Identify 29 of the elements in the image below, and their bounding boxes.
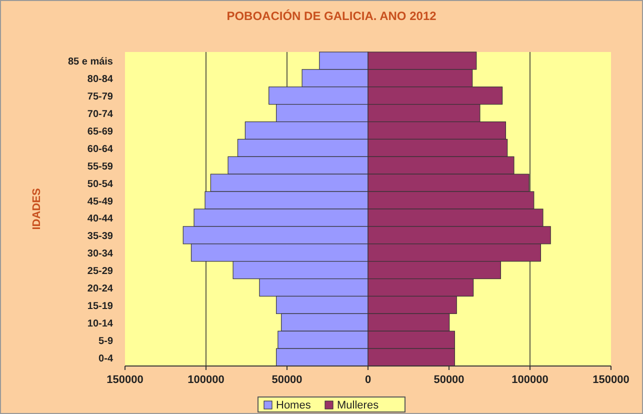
y-tick-label: 20-24 bbox=[87, 284, 114, 294]
y-tick-label: 80-84 bbox=[87, 74, 114, 86]
x-tick-label: 50000 bbox=[434, 374, 464, 386]
x-tick-label: 100000 bbox=[512, 374, 548, 386]
y-tick-label: 10-14 bbox=[87, 318, 114, 330]
chart-title: POBOACIÓN DE GALICIA. ANO 2012 bbox=[226, 9, 437, 23]
y-tick-label: 65-69 bbox=[87, 126, 114, 138]
y-tick-label: 70-74 bbox=[87, 109, 114, 120]
y-tick-label: 60-64 bbox=[87, 144, 114, 155]
x-tick-label: 0 bbox=[364, 374, 372, 386]
x-tick-label: 100000 bbox=[188, 374, 224, 386]
legend-label: Homes bbox=[276, 400, 312, 412]
y-tick-label: 35-39 bbox=[87, 231, 114, 242]
y-tick-label: 15-19 bbox=[87, 300, 114, 312]
y-tick-label: 55-59 bbox=[87, 161, 114, 172]
x-tick-label: 150000 bbox=[106, 374, 144, 386]
y-axis-title: IDADES bbox=[31, 188, 43, 230]
legend-label: Mulleres bbox=[337, 400, 380, 412]
y-tick-label: 75-79 bbox=[87, 92, 114, 103]
x-tick-label: 150000 bbox=[592, 374, 630, 386]
y-tick-label: 40-44 bbox=[87, 214, 114, 225]
y-tick-label: 5-9 bbox=[98, 336, 114, 347]
y-tick-label: 25-29 bbox=[87, 266, 114, 278]
y-tick-label: 50-54 bbox=[87, 178, 114, 190]
x-tick-label: 50000 bbox=[272, 374, 302, 386]
y-tick-label: 30-34 bbox=[87, 248, 114, 260]
y-tick-label: 0-4 bbox=[98, 353, 114, 364]
y-tick-label: 85 e máis bbox=[68, 56, 114, 68]
y-tick-label: 45-49 bbox=[87, 196, 114, 208]
